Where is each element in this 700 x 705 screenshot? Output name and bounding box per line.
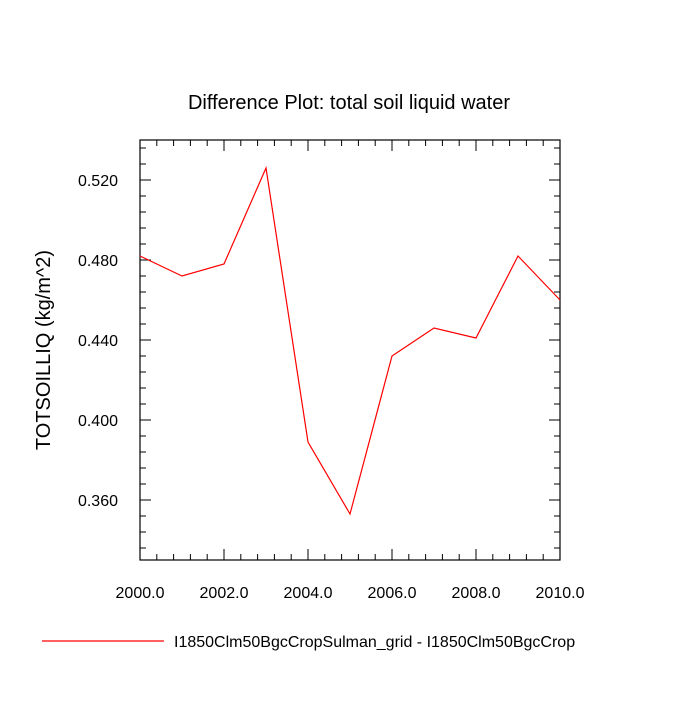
x-tick-label: 2000.0 bbox=[116, 585, 165, 602]
x-tick-label: 2002.0 bbox=[200, 585, 249, 602]
legend-label: I1850Clm50BgcCropSulman_grid - I1850Clm5… bbox=[174, 634, 575, 651]
legend: I1850Clm50BgcCropSulman_grid - I1850Clm5… bbox=[42, 634, 575, 651]
y-tick-label: 0.400 bbox=[78, 413, 118, 430]
x-tick-label: 2008.0 bbox=[452, 585, 501, 602]
y-tick-label: 0.480 bbox=[78, 253, 118, 270]
chart-title: Difference Plot: total soil liquid water bbox=[188, 92, 510, 114]
plot-area: 2000.0 2002.0 2004.0 2006.0 2008.0 2010.0 0.36… bbox=[78, 139, 585, 602]
x-tick-label: 2004.0 bbox=[284, 585, 333, 602]
y-tick-label: 0.520 bbox=[78, 173, 118, 190]
y-axis-label: TOTSOILLIQ (kg/m^2) bbox=[33, 250, 55, 450]
y-tick-label: 0.440 bbox=[78, 333, 118, 350]
series-line bbox=[139, 165, 561, 516]
x-tick-label: 2006.0 bbox=[368, 585, 417, 602]
x-tick-label: 2010.0 bbox=[536, 585, 585, 602]
y-tick-label: 0.360 bbox=[78, 493, 118, 510]
plot-frame bbox=[139, 139, 561, 561]
